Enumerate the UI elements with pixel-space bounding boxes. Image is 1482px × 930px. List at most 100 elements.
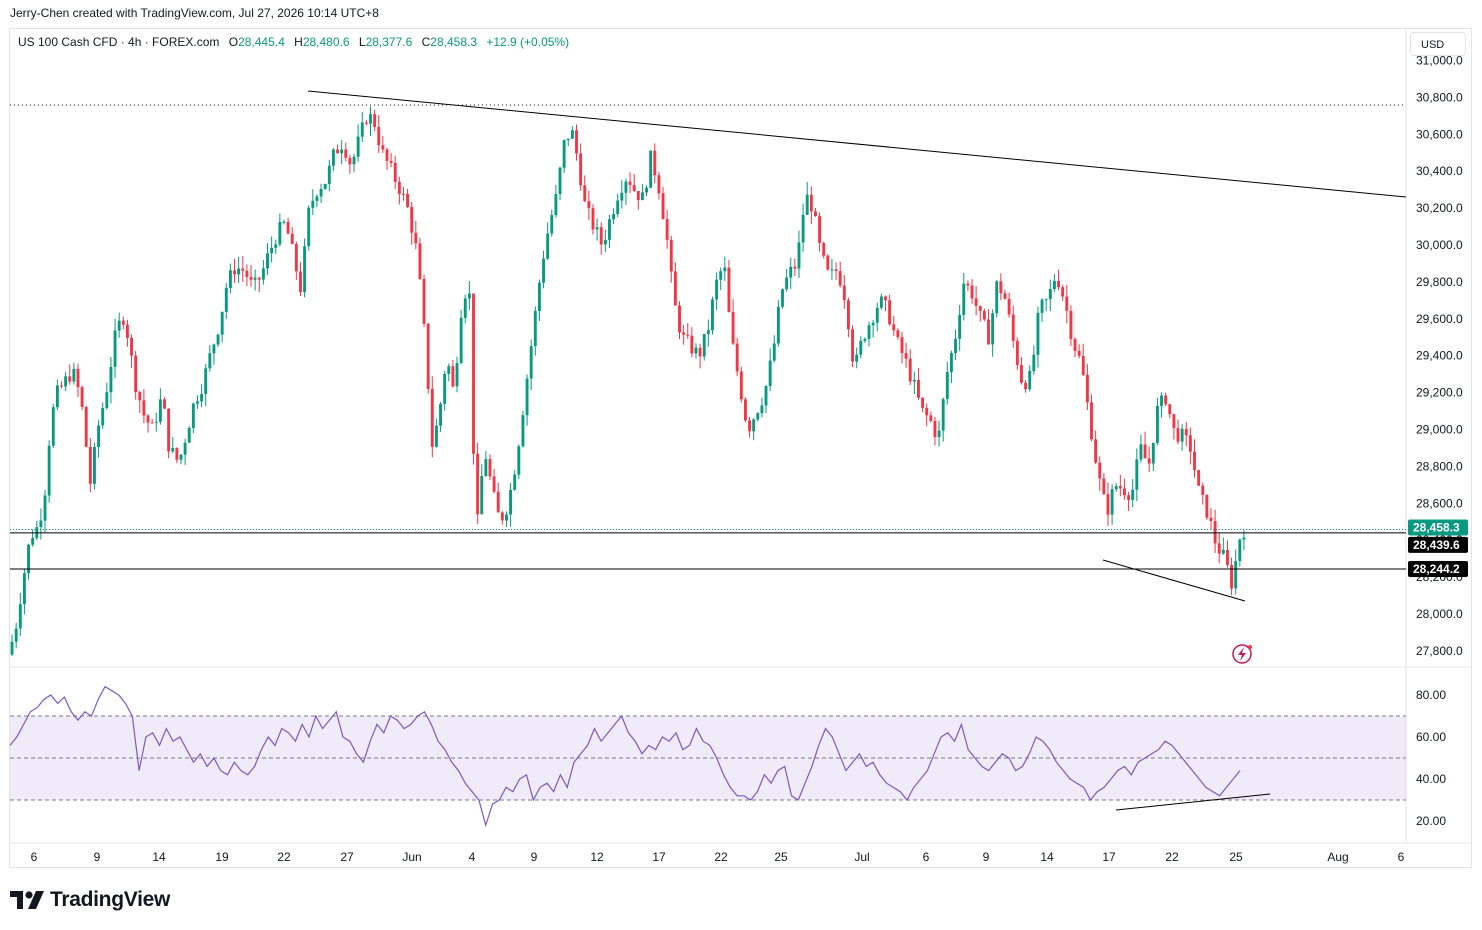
- candle-body[interactable]: [294, 243, 298, 272]
- candle-body[interactable]: [682, 332, 686, 335]
- candle-body[interactable]: [1221, 549, 1225, 554]
- candle-body[interactable]: [60, 385, 63, 387]
- candle-body[interactable]: [1172, 414, 1176, 429]
- candle-body[interactable]: [352, 156, 356, 165]
- candle-body[interactable]: [1085, 374, 1089, 403]
- candle-body[interactable]: [1007, 298, 1011, 315]
- candle-body[interactable]: [661, 193, 665, 220]
- candle-body[interactable]: [1015, 340, 1019, 366]
- candle-body[interactable]: [93, 446, 96, 484]
- candle-body[interactable]: [678, 305, 681, 333]
- candle-body[interactable]: [467, 293, 471, 299]
- candle-body[interactable]: [583, 185, 587, 202]
- candle-body[interactable]: [752, 419, 756, 432]
- candle-body[interactable]: [381, 145, 385, 150]
- candle-body[interactable]: [138, 392, 142, 401]
- candle-body[interactable]: [146, 415, 150, 423]
- candle-body[interactable]: [323, 184, 327, 189]
- candle-body[interactable]: [727, 267, 731, 313]
- candle-body[interactable]: [958, 314, 962, 339]
- candle-body[interactable]: [369, 114, 372, 124]
- candle-body[interactable]: [970, 285, 974, 299]
- candle-body[interactable]: [995, 281, 999, 314]
- candle-body[interactable]: [962, 283, 966, 315]
- rsi-trendline[interactable]: [1115, 793, 1271, 811]
- candle-body[interactable]: [64, 376, 68, 387]
- currency-button[interactable]: USD: [1410, 32, 1466, 56]
- candle-body[interactable]: [949, 352, 953, 373]
- candle-body[interactable]: [31, 537, 35, 545]
- candle-body[interactable]: [1230, 564, 1234, 589]
- candle-body[interactable]: [204, 368, 208, 395]
- candle-body[interactable]: [84, 406, 88, 447]
- candle-body[interactable]: [171, 447, 175, 452]
- candle-body[interactable]: [500, 512, 504, 521]
- candle-body[interactable]: [455, 363, 459, 387]
- candle-body[interactable]: [1193, 451, 1196, 471]
- candle-body[interactable]: [340, 149, 344, 154]
- candle-body[interactable]: [620, 192, 624, 201]
- candle-body[interactable]: [385, 149, 389, 161]
- candle-body[interactable]: [426, 323, 430, 389]
- candle-body[interactable]: [616, 200, 620, 215]
- candle-body[interactable]: [414, 232, 418, 244]
- candle-body[interactable]: [257, 277, 261, 280]
- candle-body[interactable]: [266, 253, 269, 269]
- candle-body[interactable]: [764, 385, 768, 406]
- candle-body[interactable]: [529, 346, 533, 379]
- candle-body[interactable]: [121, 320, 125, 325]
- candle-body[interactable]: [373, 114, 377, 127]
- candle-body[interactable]: [459, 317, 463, 364]
- candle-body[interactable]: [628, 181, 632, 185]
- candle-body[interactable]: [158, 399, 162, 422]
- candle-body[interactable]: [88, 446, 92, 484]
- candle-body[interactable]: [360, 122, 364, 137]
- candle-body[interactable]: [1123, 488, 1126, 496]
- candle-body[interactable]: [805, 194, 809, 215]
- candle-body[interactable]: [587, 201, 591, 209]
- candle-body[interactable]: [706, 330, 710, 334]
- candle-body[interactable]: [669, 239, 673, 272]
- candle-body[interactable]: [756, 413, 760, 420]
- candle-body[interactable]: [933, 420, 937, 438]
- candle-body[interactable]: [418, 243, 422, 279]
- candle-body[interactable]: [723, 267, 727, 272]
- candle-body[interactable]: [772, 343, 776, 361]
- candle-body[interactable]: [488, 459, 492, 477]
- candle-body[interactable]: [929, 415, 933, 421]
- candle-body[interactable]: [51, 407, 55, 446]
- candle-body[interactable]: [406, 193, 410, 207]
- candle-body[interactable]: [220, 311, 224, 335]
- candle-body[interactable]: [303, 246, 307, 293]
- candle-body[interactable]: [608, 219, 611, 240]
- candle-body[interactable]: [982, 310, 986, 320]
- candle-body[interactable]: [776, 306, 780, 344]
- candle-body[interactable]: [888, 300, 892, 325]
- candle-body[interactable]: [1168, 404, 1172, 415]
- candle-body[interactable]: [1081, 355, 1085, 375]
- candle-body[interactable]: [731, 312, 735, 344]
- candle-body[interactable]: [241, 268, 245, 271]
- candle-body[interactable]: [542, 258, 545, 283]
- candle-body[interactable]: [793, 266, 797, 269]
- candle-body[interactable]: [636, 191, 640, 201]
- candle-body[interactable]: [686, 334, 690, 336]
- candle-body[interactable]: [480, 475, 484, 515]
- candle-body[interactable]: [348, 157, 352, 165]
- candle-body[interactable]: [228, 270, 232, 288]
- candle-body[interactable]: [113, 330, 117, 367]
- candle-body[interactable]: [1118, 486, 1122, 489]
- candle-body[interactable]: [591, 208, 595, 230]
- candle-body[interactable]: [711, 299, 714, 331]
- candle-body[interactable]: [290, 233, 294, 244]
- candle-body[interactable]: [150, 422, 154, 424]
- candle-body[interactable]: [1201, 485, 1205, 495]
- candle-body[interactable]: [80, 387, 84, 407]
- candle-body[interactable]: [1094, 439, 1098, 463]
- candle-body[interactable]: [987, 319, 990, 345]
- candle-body[interactable]: [702, 333, 706, 357]
- candle-body[interactable]: [1052, 280, 1056, 289]
- candle-body[interactable]: [954, 338, 957, 353]
- candle-body[interactable]: [867, 325, 871, 339]
